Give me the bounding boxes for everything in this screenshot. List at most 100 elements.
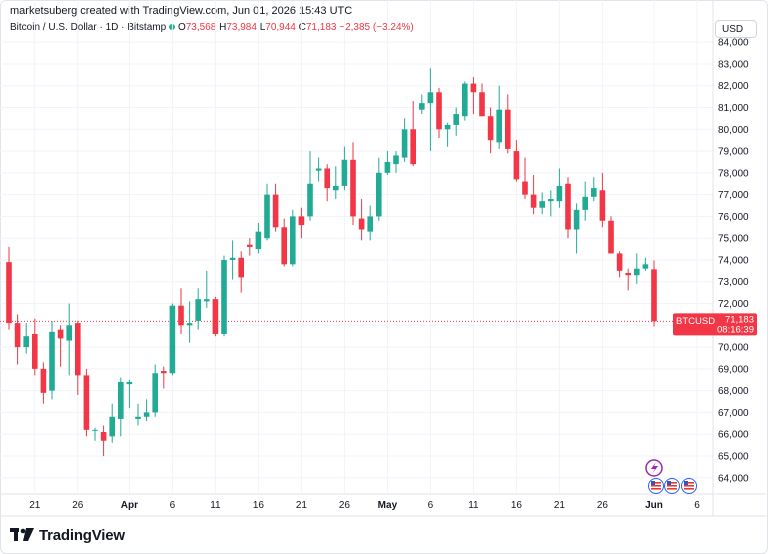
candle[interactable] — [401, 118, 408, 162]
candle[interactable] — [522, 157, 528, 199]
candle[interactable] — [367, 205, 373, 241]
us-flag-event-icon[interactable] — [664, 478, 680, 494]
candle[interactable] — [204, 270, 210, 308]
us-flag-event-icon[interactable] — [681, 478, 697, 494]
candle-body — [49, 331, 55, 391]
price-tag-background — [673, 313, 757, 336]
candle[interactable] — [281, 218, 287, 267]
candle[interactable] — [324, 164, 330, 202]
candle[interactable] — [548, 190, 554, 217]
candle[interactable] — [453, 107, 459, 136]
candle[interactable] — [651, 260, 657, 327]
candle[interactable] — [608, 216, 614, 254]
candle[interactable] — [444, 122, 451, 147]
candle[interactable] — [247, 238, 253, 256]
candle[interactable] — [393, 151, 399, 173]
candle-body — [66, 325, 72, 341]
candle[interactable] — [135, 403, 141, 426]
candle[interactable] — [23, 323, 29, 354]
candle[interactable] — [496, 85, 502, 149]
candle[interactable] — [169, 303, 176, 376]
candle[interactable] — [161, 366, 167, 389]
candle[interactable] — [83, 368, 90, 437]
candle[interactable] — [350, 142, 356, 226]
candle[interactable] — [436, 87, 442, 139]
candle[interactable] — [221, 255, 227, 337]
candle[interactable] — [315, 157, 322, 182]
candle[interactable] — [410, 100, 416, 167]
candle[interactable] — [333, 166, 339, 199]
candle[interactable] — [118, 377, 124, 437]
candle[interactable] — [290, 209, 296, 267]
candle[interactable] — [530, 175, 537, 215]
candle-body — [479, 92, 485, 117]
candle[interactable] — [238, 251, 244, 293]
candle[interactable] — [470, 77, 477, 115]
candle[interactable] — [479, 83, 485, 117]
candle[interactable] — [642, 257, 649, 271]
candle-body — [118, 381, 124, 419]
candle-body — [436, 92, 442, 130]
candle[interactable] — [298, 207, 305, 239]
candle[interactable] — [264, 183, 270, 241]
candle[interactable] — [178, 288, 184, 335]
candle[interactable] — [186, 301, 193, 343]
candle[interactable] — [307, 151, 313, 221]
x-tick-label: 11 — [468, 500, 479, 511]
candle[interactable] — [66, 303, 72, 376]
candle[interactable] — [152, 364, 158, 417]
candle-body — [367, 216, 373, 232]
candle[interactable] — [582, 181, 588, 221]
candle[interactable] — [32, 318, 38, 376]
candle[interactable] — [625, 268, 631, 291]
candle-body — [221, 259, 227, 335]
candle[interactable] — [212, 296, 219, 337]
candle[interactable] — [505, 94, 511, 154]
candle[interactable] — [599, 172, 606, 228]
candle[interactable] — [591, 177, 597, 202]
candle[interactable] — [539, 192, 545, 215]
candle[interactable] — [57, 325, 64, 367]
y-tick-label: 75,000 — [718, 234, 749, 245]
candle[interactable] — [255, 222, 262, 254]
candle[interactable] — [487, 107, 494, 154]
candle[interactable] — [109, 403, 115, 443]
candle[interactable] — [75, 320, 81, 395]
currency-button[interactable]: USD — [715, 20, 757, 38]
candle[interactable] — [358, 198, 365, 241]
candle[interactable] — [341, 146, 348, 191]
symbol-title[interactable]: Bitcoin / U.S. Dollar · 1D · Bitstamp — [10, 22, 167, 33]
candle-body — [324, 168, 330, 189]
candle[interactable] — [513, 140, 520, 182]
candle[interactable] — [634, 253, 640, 284]
candle[interactable] — [565, 177, 571, 239]
candle[interactable] — [419, 94, 425, 115]
candle[interactable] — [573, 203, 580, 254]
candle[interactable] — [556, 168, 563, 208]
candle[interactable] — [427, 68, 434, 152]
x-tick-label: 6 — [170, 500, 176, 511]
candle[interactable] — [126, 379, 133, 409]
candle[interactable] — [462, 81, 468, 121]
candle[interactable] — [195, 288, 201, 330]
candle[interactable] — [143, 399, 150, 422]
candle[interactable] — [6, 246, 12, 330]
close-value: 71,183 — [305, 22, 337, 33]
candle[interactable] — [272, 183, 279, 232]
candle[interactable] — [92, 427, 98, 441]
candle[interactable] — [616, 251, 623, 278]
candle-body — [75, 323, 81, 376]
candle[interactable] — [376, 157, 382, 221]
candle[interactable] — [40, 362, 47, 404]
lightning-glyph — [651, 462, 658, 474]
us-flag-event-icon[interactable] — [648, 478, 664, 494]
candle[interactable] — [384, 151, 391, 176]
candle[interactable] — [49, 320, 55, 400]
candle-body — [616, 253, 623, 271]
candle-body — [255, 231, 262, 250]
candle[interactable] — [229, 240, 236, 280]
grid-lines — [0, 0, 713, 493]
candle[interactable] — [100, 425, 107, 456]
candle[interactable] — [14, 314, 21, 365]
